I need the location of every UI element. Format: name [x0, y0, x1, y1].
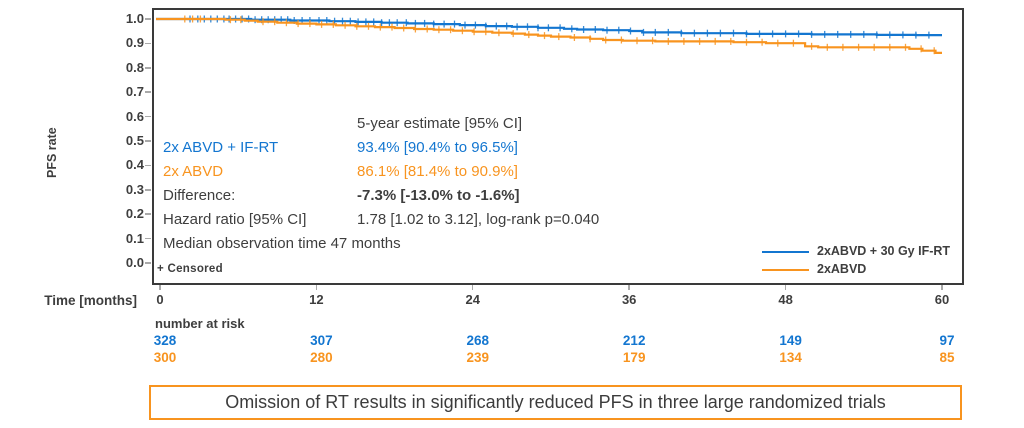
x-tick-label: 48	[778, 292, 793, 307]
conclusion-text: Omission of RT results in significantly …	[225, 392, 886, 412]
stats-label-abvd: 2x ABVD	[163, 163, 224, 180]
y-tick-mark	[145, 189, 151, 191]
x-tick-label: 0	[156, 292, 164, 307]
stats-row-hazard: Hazard ratio [95% CI] 1.78 [1.02 to 3.12…	[163, 208, 599, 232]
censored-note: + Censored	[157, 263, 223, 275]
y-tick-label: 0.3	[125, 181, 144, 197]
at-risk-value: 300	[153, 350, 177, 365]
x-tick-label: 24	[465, 292, 481, 307]
conclusion-box: Omission of RT results in significantly …	[149, 385, 962, 420]
stats-label-difference: Difference:	[163, 187, 236, 204]
x-tick-label: 12	[309, 292, 324, 307]
stats-value-hazard: 1.78 [1.02 to 3.12], log-rank p=0.040	[357, 211, 600, 228]
y-tick-mark	[145, 18, 151, 20]
x-tick-mark	[784, 285, 787, 290]
legend-line-abvd	[762, 269, 809, 272]
stats-footer-row: Median observation time 47 months	[163, 232, 599, 256]
y-tick-label: 0.0	[125, 255, 144, 270]
stats-header-spacer	[163, 112, 357, 136]
at-risk-value: 268	[466, 333, 490, 348]
at-risk-value: 328	[153, 333, 177, 348]
at-risk-value: 307	[310, 333, 333, 348]
x-tick-mark	[941, 285, 943, 290]
x-axis-title: Time [months]	[44, 293, 137, 308]
y-tick-label: 0.9	[125, 35, 144, 51]
y-axis-title: PFS rate	[45, 127, 59, 178]
y-tick-mark	[145, 140, 151, 142]
stats-footer: Median observation time 47 months	[163, 235, 401, 252]
stats-row-difference: Difference: -7.3% [-13.0% to -1.6%]	[163, 184, 599, 208]
y-tick-mark	[145, 67, 151, 69]
km-curves-svg	[156, 15, 942, 55]
legend-line-ifrt	[762, 251, 809, 254]
y-tick-mark	[145, 164, 151, 167]
at-risk-value: 97	[939, 333, 955, 348]
at-risk-value: 85	[939, 350, 955, 365]
plot-area	[152, 8, 964, 285]
y-tick-label: 0.7	[125, 84, 144, 100]
stats-value-abvd: 86.1% [81.4% to 90.9%]	[357, 163, 518, 180]
stats-label-ifrt: 2x ABVD + IF-RT	[163, 139, 279, 156]
stats-value-difference: -7.3% [-13.0% to -1.6%]	[357, 187, 520, 204]
at-risk-value: 179	[622, 350, 646, 365]
x-tick-mark	[472, 285, 474, 290]
x-tick-label: 60	[934, 292, 950, 307]
stats-value-ifrt: 93.4% [90.4% to 96.5%]	[357, 139, 518, 156]
x-tick-mark	[628, 285, 630, 290]
y-tick-mark	[145, 237, 151, 240]
x-tick-mark	[315, 285, 318, 290]
at-risk-value: 149	[779, 333, 802, 348]
x-tick-mark	[159, 285, 161, 290]
y-tick-mark	[145, 115, 151, 118]
stats-row-ifrt: 2x ABVD + IF-RT 93.4% [90.4% to 96.5%]	[163, 136, 599, 160]
y-tick-mark	[145, 42, 151, 45]
stats-header: 5-year estimate [95% CI]	[357, 115, 523, 132]
at-risk-value: 239	[466, 350, 490, 365]
number-at-risk-title: number at risk	[155, 316, 245, 331]
y-tick-label: 0.1	[125, 230, 144, 246]
stats-row-abvd: 2x ABVD 86.1% [81.4% to 90.9%]	[163, 160, 599, 184]
y-tick-mark	[145, 213, 151, 215]
at-risk-value: 280	[310, 350, 333, 365]
y-tick-label: 0.2	[125, 206, 144, 222]
y-tick-label: 1.0	[125, 11, 144, 26]
legend-label-ifrt: 2xABVD + 30 Gy IF-RT	[817, 244, 951, 258]
at-risk-value: 134	[779, 350, 802, 365]
y-tick-label: 0.5	[125, 133, 144, 148]
x-tick-label: 36	[621, 292, 637, 307]
stats-block: 5-year estimate [95% CI] 2x ABVD + IF-RT…	[163, 112, 599, 256]
stats-header-row: 5-year estimate [95% CI]	[163, 112, 599, 136]
legend-label-abvd: 2xABVD	[817, 262, 867, 276]
y-tick-label: 0.4	[125, 157, 144, 173]
y-tick-label: 0.8	[125, 59, 144, 75]
y-tick-label: 0.6	[125, 108, 144, 124]
at-risk-value: 212	[622, 333, 646, 348]
km-curve-abvd	[156, 17, 942, 54]
y-tick-mark	[145, 91, 151, 93]
stats-label-hazard: Hazard ratio [95% CI]	[163, 211, 307, 228]
y-tick-mark	[145, 262, 151, 264]
